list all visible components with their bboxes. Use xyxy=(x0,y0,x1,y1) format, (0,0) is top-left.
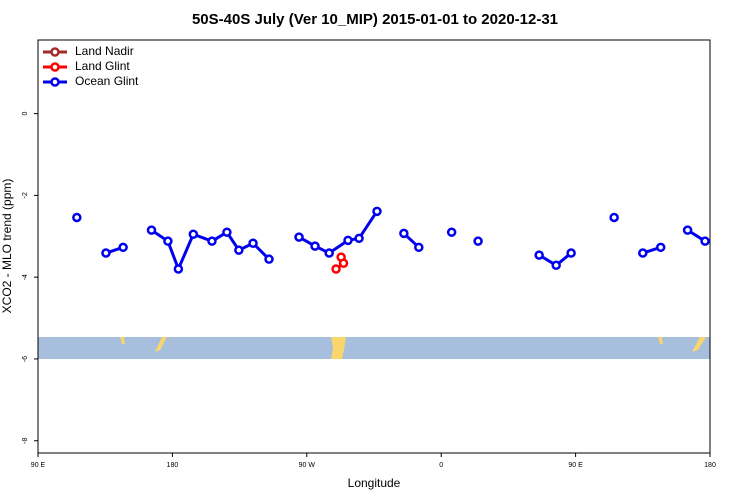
x-tick-label: 180 xyxy=(167,462,179,469)
x-tick-label: 180 xyxy=(704,462,716,469)
point xyxy=(101,248,111,258)
legend-marker xyxy=(50,77,60,87)
legend-label: Land Nadir xyxy=(75,44,134,58)
point xyxy=(609,212,619,223)
point xyxy=(188,229,199,239)
y-tick-label: -6 xyxy=(22,356,29,362)
point xyxy=(638,248,648,258)
point xyxy=(72,212,82,223)
point xyxy=(324,248,334,258)
point xyxy=(399,228,409,239)
point xyxy=(473,236,483,246)
point xyxy=(372,206,382,217)
point xyxy=(682,225,693,235)
land xyxy=(331,337,346,359)
point xyxy=(354,233,364,244)
point xyxy=(294,232,304,242)
x-tick-label: 90 W xyxy=(299,462,316,469)
point xyxy=(446,227,457,237)
land xyxy=(658,337,663,344)
point xyxy=(338,258,349,269)
point xyxy=(163,236,173,246)
point xyxy=(655,242,666,253)
point xyxy=(343,235,353,246)
x-tick-label: 90 E xyxy=(31,462,46,469)
point xyxy=(234,245,244,255)
point xyxy=(173,264,184,274)
point xyxy=(146,225,157,235)
point xyxy=(534,250,544,260)
y-tick-label: -4 xyxy=(22,274,29,280)
point xyxy=(310,241,320,251)
y-tick-label: -8 xyxy=(22,438,29,444)
point xyxy=(331,264,341,274)
map-strip xyxy=(38,337,710,359)
x-tick-label: 0 xyxy=(439,462,443,469)
land xyxy=(155,337,167,352)
point xyxy=(118,242,128,253)
point xyxy=(414,242,424,253)
legend-marker xyxy=(50,47,60,57)
point xyxy=(207,236,217,246)
y-axis-label: XCO2 - MLO trend (ppm) xyxy=(0,179,14,314)
land xyxy=(120,337,125,344)
legend-label: Ocean Glint xyxy=(75,74,139,88)
plot-frame xyxy=(37,39,711,454)
point xyxy=(222,227,232,237)
point xyxy=(551,260,561,271)
point xyxy=(700,236,710,246)
legend-label: Land Glint xyxy=(75,59,130,73)
point xyxy=(264,254,274,264)
point xyxy=(248,238,258,248)
x-axis-label: Longitude xyxy=(348,476,401,490)
y-tick-label: -2 xyxy=(22,192,29,198)
point xyxy=(566,248,576,258)
y-tick-label: 0 xyxy=(22,112,29,116)
legend-marker xyxy=(50,62,60,72)
x-tick-label: 90 E xyxy=(568,462,583,469)
chart-title: 50S-40S July (Ver 10_MIP) 2015-01-01 to … xyxy=(192,11,558,28)
land xyxy=(692,337,706,352)
